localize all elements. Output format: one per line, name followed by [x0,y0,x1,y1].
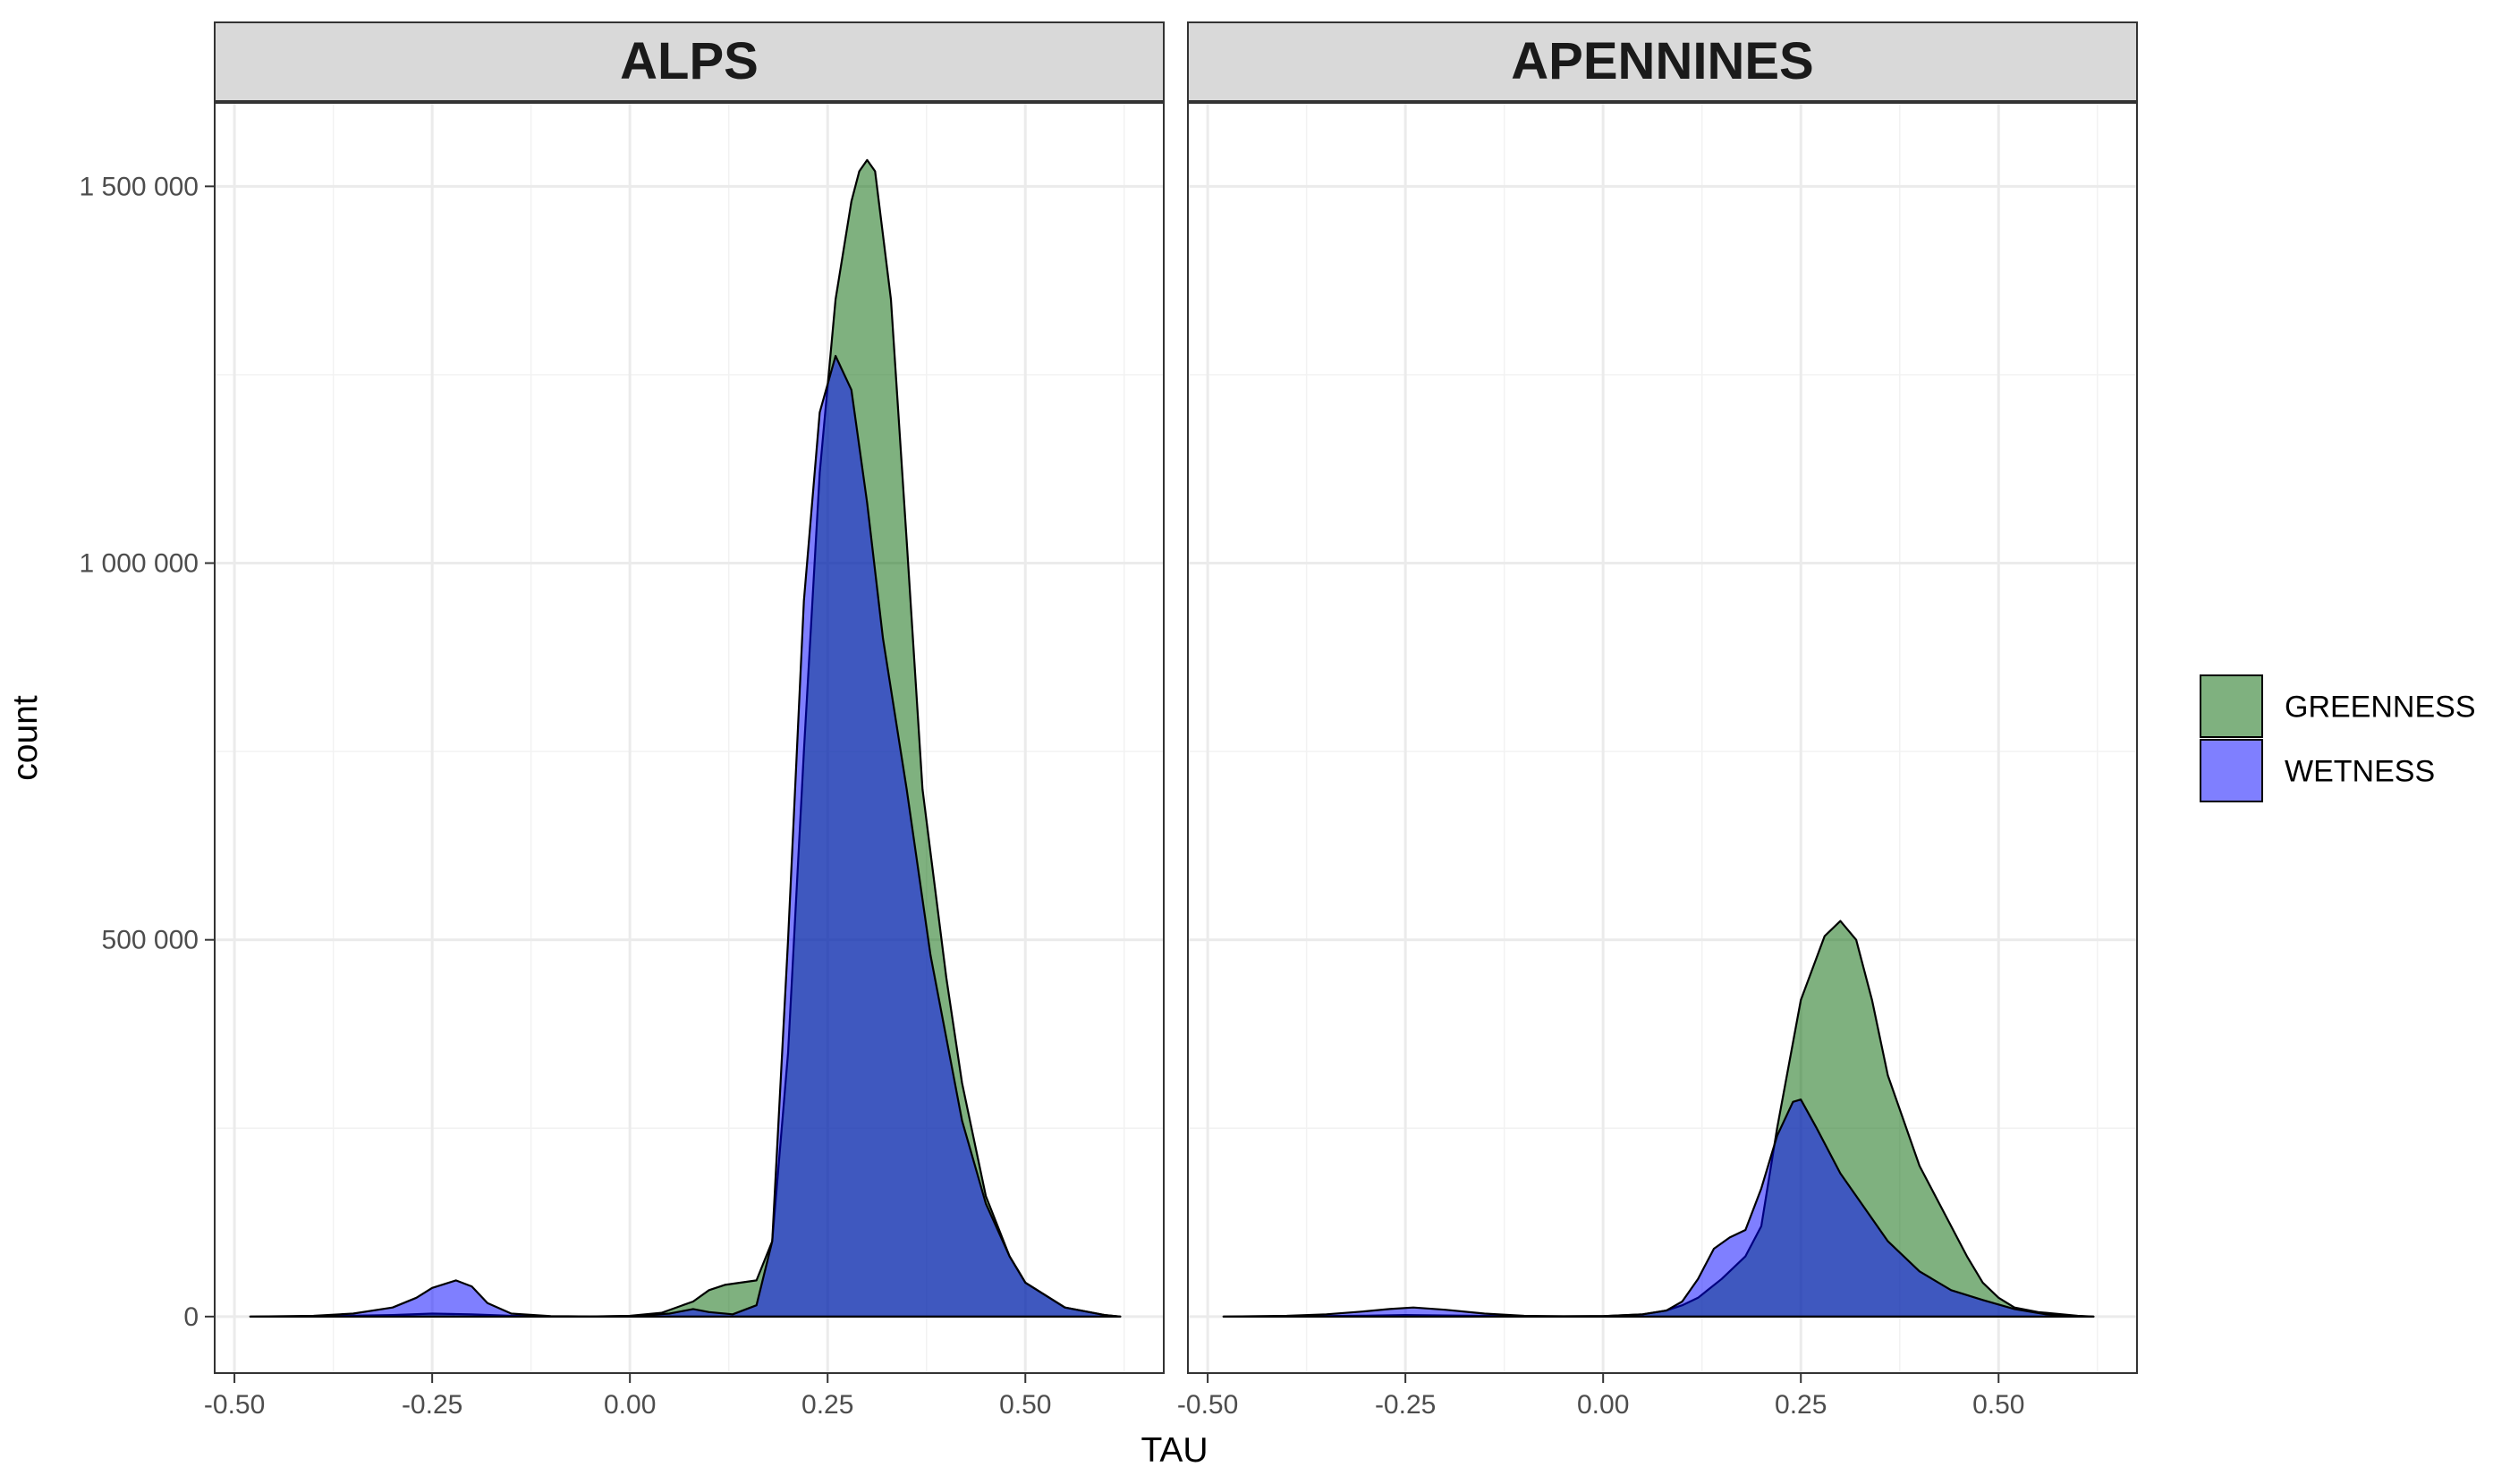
x-tick-label: -0.25 [402,1390,462,1420]
x-tick-label: 0.50 [1972,1390,2024,1420]
facet-panel-1: APENNINES -0.50 -0.25 0.00 0.25 0.50 [1177,21,2138,1420]
x-tick-label: 0.50 [999,1390,1051,1420]
legend-key-greenness [2200,674,2263,738]
legend-key-wetness [2200,739,2263,802]
y-tick-label: 0 [183,1302,199,1332]
x-tick-label: 0.00 [1577,1390,1629,1420]
legend: GREENNESS WETNESS [2200,674,2476,802]
y-tick-label: 1 000 000 [80,549,199,579]
density-area-wetness [249,354,1122,1318]
facet-panels: ALPS -0.50 -0.25 0.00 0.25 0.50 APENNINES -0.50… [204,21,2138,1420]
facet-strip-label: ALPS [620,32,759,90]
x-tick-label: 0.00 [604,1390,656,1420]
facet-strip [1187,21,2138,103]
y-axis: 0 500 000 1 000 000 1 500 000 [80,172,215,1332]
y-axis-title: count [6,695,45,781]
panel-background [215,102,1164,1373]
x-tick-label: -0.25 [1375,1390,1436,1420]
x-tick-label: -0.50 [204,1390,265,1420]
facet-strip-label: APENNINES [1511,32,1813,90]
x-tick-label: 0.25 [801,1390,853,1420]
x-tick-label: -0.50 [1177,1390,1238,1420]
legend-label: GREENNESS [2285,691,2476,725]
x-axis-title: TAU [1141,1431,1208,1470]
facet-panel-0: ALPS -0.50 -0.25 0.00 0.25 0.50 [204,21,1165,1420]
panel-background [1188,102,2137,1373]
facet-strip [214,21,1165,103]
density-area-wetness [1222,1098,2095,1318]
y-tick-label: 1 500 000 [80,172,199,201]
x-tick-label: 0.25 [1775,1390,1827,1420]
y-tick-label: 500 000 [102,926,199,955]
legend-label: WETNESS [2285,755,2435,789]
